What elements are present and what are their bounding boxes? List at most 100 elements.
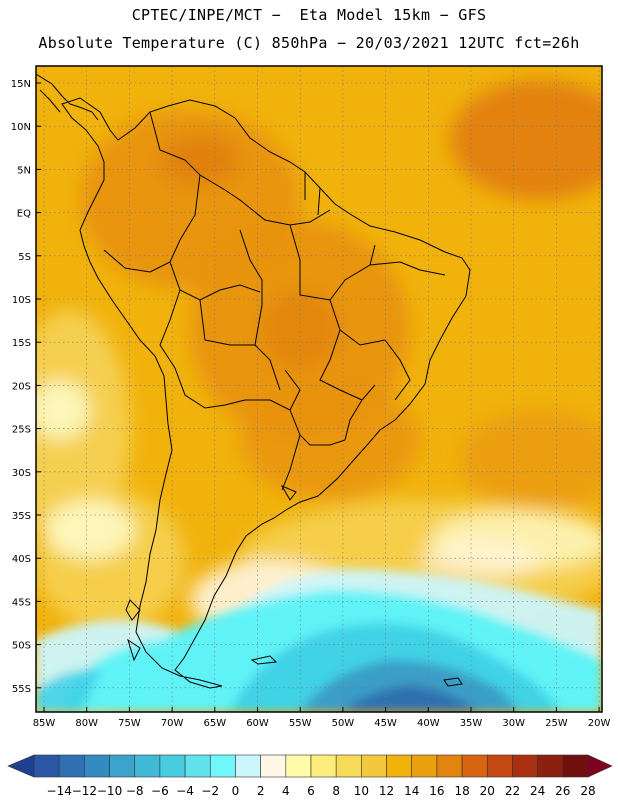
colorbar-swatch	[260, 754, 287, 778]
colorbar-swatch	[134, 754, 161, 778]
longitude-labels: 85W 80W 75W 70W 65W 60W 55W 50W 45W 40W 35W 30W 25W 2…	[33, 707, 611, 729]
latitude-label: 30S	[12, 468, 31, 479]
colorbar-swatch	[84, 754, 110, 778]
colorbar-swatch	[109, 754, 136, 778]
colorbar-swatch	[310, 754, 337, 778]
colorbar-label: 22	[505, 784, 520, 798]
colorbar-label: −8	[126, 784, 144, 798]
colorbar-swatch	[209, 754, 236, 778]
color-scale-labels: −14 −12 −10 −8 −6 −4 −2 0 2 4 6 8 10 12 14 16 18 20 22 24 26…	[47, 784, 596, 798]
colorbar-label: 4	[282, 784, 290, 798]
longitude-label: 55W	[289, 718, 312, 729]
colorbar-label: 12	[379, 784, 394, 798]
field-blob-mild	[36, 310, 130, 550]
colorbar-swatch	[235, 754, 261, 778]
colorbar-swatch	[58, 754, 85, 778]
longitude-label: 75W	[118, 718, 141, 729]
latitude-label: 40S	[12, 554, 31, 565]
colorbar-label: 14	[404, 784, 419, 798]
south-america-outline	[61, 97, 471, 689]
latitude-label: 15N	[11, 79, 31, 90]
longitude-label: 50W	[332, 718, 355, 729]
field-region-deep-blue	[340, 685, 480, 712]
field-blob-hot-core	[260, 290, 340, 370]
colorbar-label: −14	[47, 784, 72, 798]
title-line-2: Absolute Temperature (C) 850hPa − 20/03/…	[38, 34, 580, 52]
colorbar-swatch	[486, 754, 513, 778]
latitude-label: 15S	[12, 338, 31, 349]
colorbar-label: 10	[354, 784, 369, 798]
field-blob-cool-pale	[45, 500, 135, 560]
colorbar-arrow-left	[7, 754, 35, 778]
colorbar-label: 26	[555, 784, 570, 798]
colorbar-swatch	[562, 754, 589, 778]
longitude-label: 60W	[246, 718, 269, 729]
latitude-label: 10N	[11, 122, 31, 133]
colorbar-swatch	[33, 754, 60, 778]
colorbar-label: 6	[307, 784, 315, 798]
longitude-label: 35W	[460, 718, 483, 729]
latitude-labels: 15N 10N 5N EQ 5S 10S 15S 20S 25S 30S 35S 40S 45S 50S 5…	[11, 79, 41, 695]
title-line-1: CPTEC/INPE/MCT − Eta Model 15km − GFS	[131, 6, 487, 24]
colorbar-label: 24	[530, 784, 545, 798]
map-frame	[35, 65, 603, 713]
colorbar-label: −2	[201, 784, 219, 798]
longitude-label: 45W	[374, 718, 397, 729]
colorbar-label: 28	[580, 784, 595, 798]
colorbar-swatch	[335, 754, 362, 778]
colorbar-swatch	[461, 754, 488, 778]
colorbar-label: −6	[151, 784, 169, 798]
central-america-outline	[36, 73, 99, 121]
colorbar-label: −12	[72, 784, 97, 798]
field-region-teal	[36, 668, 100, 712]
colorbar-swatch	[159, 754, 186, 778]
colorbar-label: 18	[454, 784, 469, 798]
latitude-label: 55S	[12, 684, 31, 695]
colorbar-label: −10	[97, 784, 122, 798]
longitude-label: 30W	[502, 718, 525, 729]
latitude-label: 50S	[12, 641, 31, 652]
color-scale-bar	[7, 754, 613, 778]
colorbar-swatch	[386, 754, 413, 778]
longitude-label: 65W	[203, 718, 226, 729]
latitude-label: EQ	[17, 209, 31, 220]
colorbar-swatch	[361, 754, 387, 778]
latitude-label: 25S	[12, 425, 31, 436]
longitude-label: 85W	[33, 718, 56, 729]
country-borders	[103, 111, 446, 491]
colorbar-swatch	[436, 754, 463, 778]
longitude-label: 80W	[75, 718, 98, 729]
longitude-label: 20W	[588, 718, 611, 729]
coastlines	[36, 73, 471, 689]
field-blob-warm-core	[240, 380, 420, 500]
colorbar-swatch	[411, 754, 438, 778]
field-blob-warm-core	[460, 410, 602, 510]
field-blob-cool-pale	[36, 380, 90, 440]
field-blob-hot-core	[450, 80, 602, 200]
colorbar-label: 16	[429, 784, 444, 798]
latitude-label: 20S	[12, 381, 31, 392]
colorbar-label: 8	[332, 784, 340, 798]
colorbar-label: −4	[176, 784, 194, 798]
longitude-label: 40W	[417, 718, 440, 729]
colorbar-label: 0	[232, 784, 240, 798]
colorbar-swatch	[512, 754, 538, 778]
latitude-label: 45S	[12, 597, 31, 608]
colorbar-swatch	[537, 754, 564, 778]
colorbar-label: 2	[257, 784, 265, 798]
colorbar-label: 20	[480, 784, 495, 798]
temperature-field	[36, 66, 602, 712]
islands	[125, 484, 463, 687]
colorbar-swatch	[285, 754, 312, 778]
longitude-label: 25W	[545, 718, 568, 729]
colorbar-arrow-right	[587, 754, 613, 778]
field-blob-hot-core	[160, 135, 240, 185]
longitude-label: 70W	[161, 718, 184, 729]
colorbar-swatch	[184, 754, 211, 778]
field-blob-cream	[420, 540, 540, 580]
latitude-label: 35S	[12, 511, 31, 522]
latitude-label: 5N	[17, 165, 31, 176]
latitude-label: 5S	[18, 252, 31, 263]
latitude-label: 10S	[12, 295, 31, 306]
